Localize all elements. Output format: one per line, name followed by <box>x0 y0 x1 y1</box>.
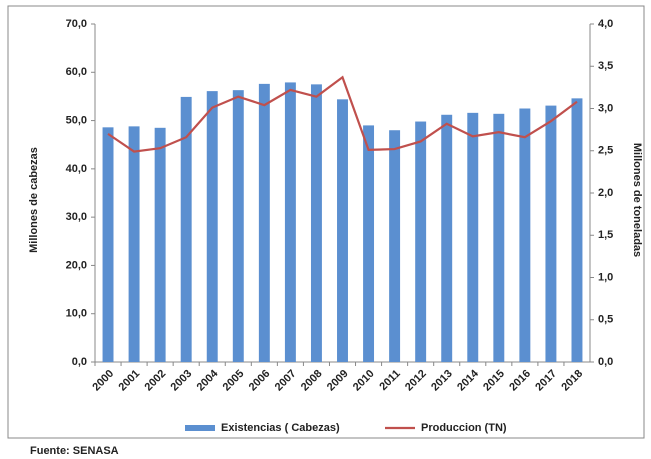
y2-axis-label: Millones de toneladas <box>631 143 643 257</box>
bar <box>363 125 375 363</box>
y-tick-label: 30,0 <box>66 211 87 223</box>
y2-tick-label: 0,0 <box>598 356 613 368</box>
bar <box>415 121 427 362</box>
y2-tick-label: 0,5 <box>598 314 613 326</box>
bar <box>519 108 531 362</box>
y2-tick-label: 1,5 <box>598 229 613 241</box>
y-tick-label: 70,0 <box>66 18 87 30</box>
bar <box>128 126 140 362</box>
bar <box>258 83 270 363</box>
y-tick-label: 60,0 <box>66 66 87 78</box>
bar <box>545 105 557 363</box>
bar <box>337 99 348 362</box>
bar <box>493 113 505 362</box>
y-tick-label: 50,0 <box>66 114 87 126</box>
y2-tick-label: 3,5 <box>598 60 613 72</box>
bar <box>154 127 166 362</box>
bar <box>232 90 244 362</box>
bar <box>389 130 401 362</box>
bar <box>284 82 296 362</box>
y-tick-label: 40,0 <box>66 163 87 175</box>
y2-tick-label: 3,0 <box>598 102 613 114</box>
y2-tick-label: 2,5 <box>598 145 613 157</box>
bar <box>180 96 192 362</box>
bar <box>571 98 583 363</box>
bar <box>310 84 322 362</box>
source-note: Fuente: SENASA <box>30 445 119 457</box>
bar <box>206 91 218 363</box>
y-tick-label: 20,0 <box>66 259 87 271</box>
y-tick-label: 10,0 <box>66 308 87 320</box>
y-tick-label: 0,0 <box>72 356 87 368</box>
legend-swatch <box>185 425 215 431</box>
bar <box>441 114 453 362</box>
bar <box>467 112 479 363</box>
legend-label: Produccion (TN) <box>421 422 507 434</box>
y2-tick-label: 4,0 <box>598 18 613 30</box>
y2-tick-label: 2,0 <box>598 187 613 199</box>
bar <box>102 127 114 363</box>
line <box>107 75 578 153</box>
legend-label: Existencias ( Cabezas) <box>221 422 340 434</box>
y2-tick-label: 1,0 <box>598 271 613 283</box>
y-axis-label: Millones de cabezas <box>28 147 40 253</box>
